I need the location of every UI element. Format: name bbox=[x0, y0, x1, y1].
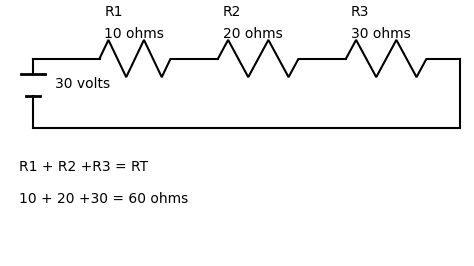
Text: 30 ohms: 30 ohms bbox=[351, 27, 410, 41]
Text: R2: R2 bbox=[223, 5, 241, 19]
Text: 30 volts: 30 volts bbox=[55, 77, 109, 91]
Text: 10 ohms: 10 ohms bbox=[104, 27, 164, 41]
Text: R1 + R2 +R3 = RT: R1 + R2 +R3 = RT bbox=[19, 160, 148, 174]
Text: R1: R1 bbox=[104, 5, 123, 19]
Text: R3: R3 bbox=[351, 5, 369, 19]
Text: 20 ohms: 20 ohms bbox=[223, 27, 283, 41]
Text: 10 + 20 +30 = 60 ohms: 10 + 20 +30 = 60 ohms bbox=[19, 192, 188, 206]
